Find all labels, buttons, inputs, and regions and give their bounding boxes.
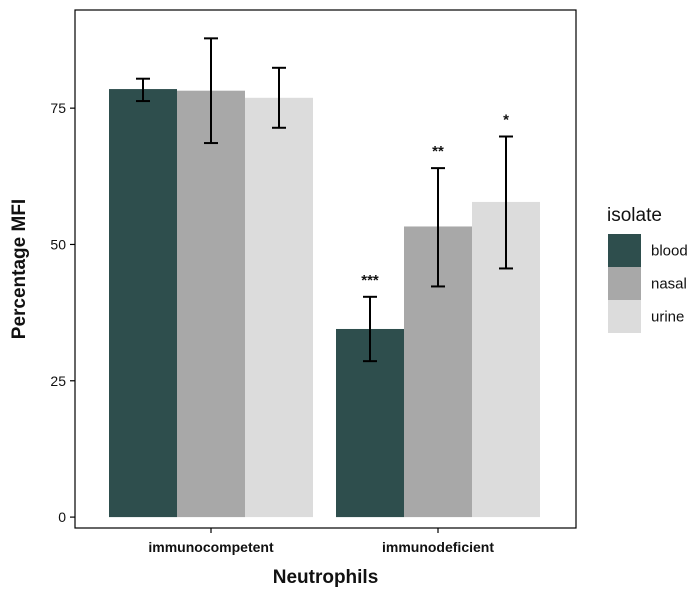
y-tick-label: 25: [50, 373, 66, 389]
x-tick-label: immunodeficient: [382, 539, 494, 555]
x-axis: immunocompetent immunodeficient: [148, 528, 494, 555]
significance-label-urine-immunodeficient: *: [503, 112, 509, 129]
bar-nasal-immunocompetent: [177, 91, 245, 517]
y-axis: 0 25 50 75: [50, 100, 75, 525]
y-tick-label: 50: [50, 236, 66, 252]
legend-swatch-urine: [608, 300, 641, 333]
y-axis-title: Percentage MFI: [9, 199, 30, 339]
legend-label-nasal: nasal: [651, 276, 687, 293]
legend: isolate blood nasal urine: [607, 205, 688, 333]
legend-swatch-nasal: [608, 267, 641, 300]
significance-label-nasal-immunodeficient: **: [432, 143, 444, 160]
bar-chart: ****** 0255075 immunocompetent immunodefi…: [0, 0, 700, 593]
legend-swatch-blood: [608, 234, 641, 267]
legend-label-blood: blood: [651, 243, 688, 260]
significance-label-blood-immunodeficient: ***: [361, 272, 379, 289]
x-axis-title: Neutrophils: [273, 567, 379, 588]
bar-urine-immunocompetent: [245, 98, 313, 517]
x-tick-label: immunocompetent: [148, 539, 274, 555]
y-tick-label: 75: [50, 100, 66, 116]
legend-title: isolate: [607, 205, 662, 226]
legend-label-urine: urine: [651, 309, 684, 326]
y-tick-label: 0: [58, 509, 66, 525]
bar-blood-immunocompetent: [109, 89, 177, 517]
